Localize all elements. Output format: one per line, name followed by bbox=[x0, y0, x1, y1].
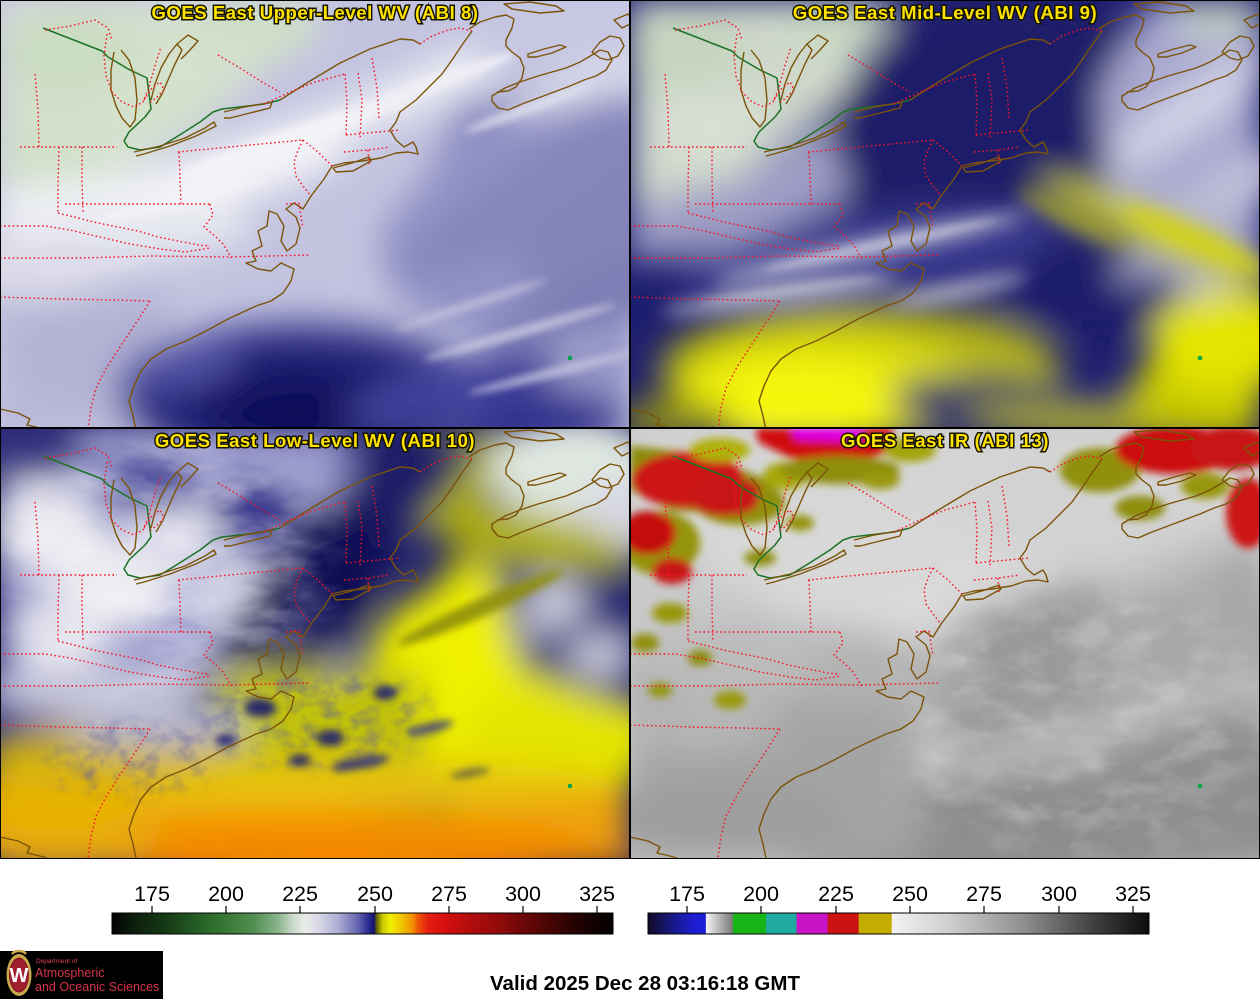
svg-text:275: 275 bbox=[966, 882, 1002, 906]
svg-text:W: W bbox=[10, 965, 29, 987]
svg-text:GOES East Upper-Level WV (ABI: GOES East Upper-Level WV (ABI 8) bbox=[151, 2, 478, 23]
svg-text:200: 200 bbox=[208, 882, 244, 906]
svg-text:325: 325 bbox=[579, 882, 615, 906]
svg-text:275: 275 bbox=[431, 882, 467, 906]
svg-text:325: 325 bbox=[1115, 882, 1151, 906]
svg-text:225: 225 bbox=[282, 882, 318, 906]
svg-text:225: 225 bbox=[818, 882, 854, 906]
svg-text:GOES East Low-Level WV (ABI 10: GOES East Low-Level WV (ABI 10) bbox=[155, 430, 475, 451]
svg-text:Valid 2025 Dec 28 03:16:18 GMT: Valid 2025 Dec 28 03:16:18 GMT bbox=[490, 972, 800, 995]
svg-text:250: 250 bbox=[357, 882, 393, 906]
svg-text:Department of: Department of bbox=[36, 958, 77, 965]
svg-text:GOES East IR (ABI 13): GOES East IR (ABI 13) bbox=[841, 430, 1049, 451]
svg-text:GOES East Mid-Level WV (ABI 9): GOES East Mid-Level WV (ABI 9) bbox=[793, 2, 1097, 23]
svg-text:200: 200 bbox=[743, 882, 779, 906]
svg-text:Atmospheric: Atmospheric bbox=[35, 966, 104, 980]
svg-text:300: 300 bbox=[1041, 882, 1077, 906]
svg-text:and Oceanic Sciences: and Oceanic Sciences bbox=[35, 980, 159, 994]
svg-text:250: 250 bbox=[892, 882, 928, 906]
svg-text:175: 175 bbox=[134, 882, 170, 906]
svg-text:175: 175 bbox=[669, 882, 705, 906]
svg-text:300: 300 bbox=[505, 882, 541, 906]
